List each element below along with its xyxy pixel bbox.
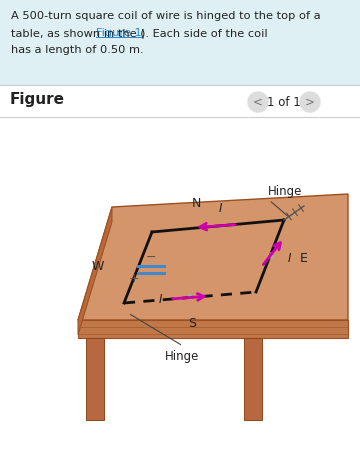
Polygon shape — [78, 320, 348, 338]
Text: E: E — [300, 252, 308, 265]
Text: Hinge: Hinge — [268, 185, 302, 198]
Text: Figure 1: Figure 1 — [96, 28, 142, 38]
Text: N: N — [191, 197, 201, 210]
Polygon shape — [78, 207, 112, 335]
Text: has a length of 0.50 m.: has a length of 0.50 m. — [11, 45, 144, 55]
Text: I: I — [218, 202, 222, 215]
Text: A 500-turn square coil of wire is hinged to the top of a: A 500-turn square coil of wire is hinged… — [11, 11, 321, 21]
Text: table, as shown in the (: table, as shown in the ( — [11, 28, 145, 38]
Bar — [244, 338, 262, 420]
Text: +: + — [129, 271, 139, 284]
Text: −: − — [146, 251, 156, 264]
Text: S: S — [188, 317, 196, 330]
Bar — [0, 0, 360, 85]
Text: >: > — [305, 95, 315, 108]
Polygon shape — [188, 293, 192, 298]
Text: I: I — [158, 293, 162, 306]
Text: W: W — [92, 260, 104, 273]
Polygon shape — [269, 252, 273, 258]
Circle shape — [300, 92, 320, 112]
Text: <: < — [253, 95, 263, 108]
Text: ). Each side of the coil: ). Each side of the coil — [141, 28, 267, 38]
Circle shape — [248, 92, 268, 112]
Text: I: I — [288, 252, 292, 265]
Text: Hinge: Hinge — [165, 350, 199, 363]
Bar — [86, 338, 104, 420]
Text: Figure: Figure — [10, 92, 65, 107]
Text: 1 of 1: 1 of 1 — [267, 95, 301, 108]
Polygon shape — [78, 194, 348, 320]
